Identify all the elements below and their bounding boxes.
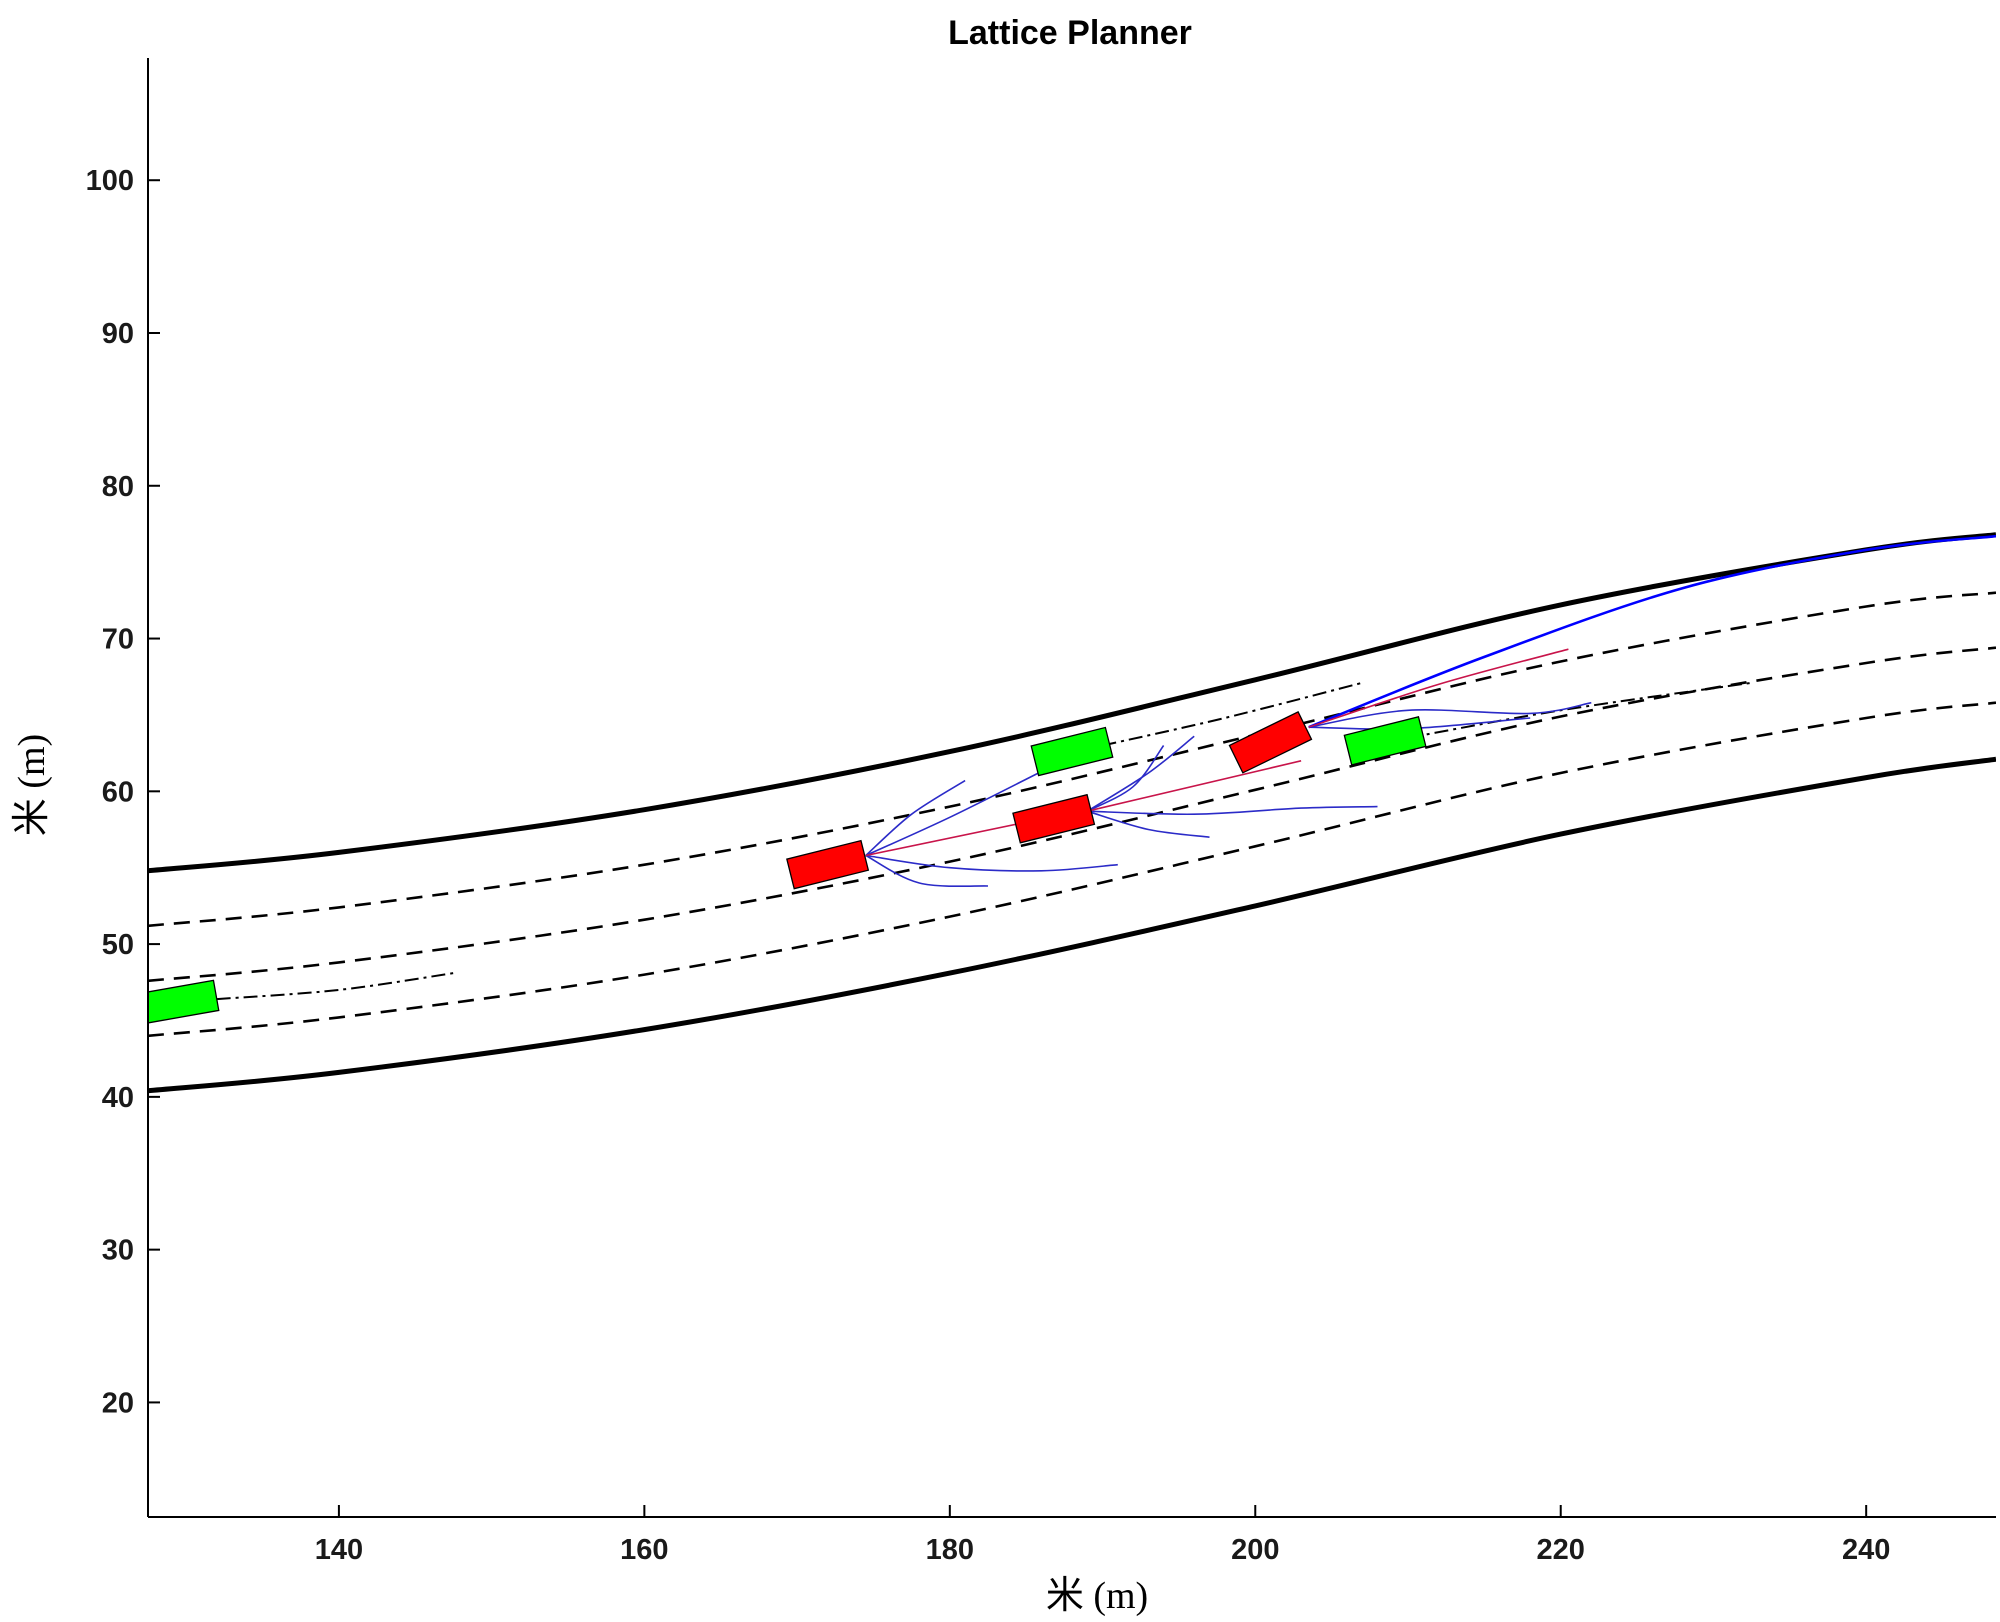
road-boundary-1 (148, 532, 1996, 874)
y-tick-label: 20 (102, 1387, 134, 1419)
candidate-trajectory-8 (1086, 745, 1165, 812)
candidate-trajectory-1 (865, 779, 966, 857)
obstacle-vehicle-3 (1343, 716, 1427, 766)
y-tick-label: 30 (102, 1235, 134, 1267)
candidate-trajectory-7 (1087, 810, 1210, 838)
candidate-trajectory-9 (1308, 701, 1592, 728)
plot-area (148, 532, 1996, 1094)
y-tick-label: 70 (102, 624, 134, 656)
candidate-trajectory-5 (1086, 735, 1195, 812)
road-boundary-2 (148, 756, 1996, 1094)
chart-title: Lattice Planner (948, 14, 1192, 52)
x-tick-label: 200 (1231, 1534, 1279, 1566)
selected-trajectory-2 (1087, 760, 1302, 812)
y-tick-label: 60 (102, 776, 134, 808)
ego-vehicle-2 (1012, 793, 1096, 844)
obstacle-vehicle-1 (148, 979, 220, 1025)
ego-vehicle-3 (1228, 711, 1313, 774)
predicted-path-1 (216, 972, 454, 1001)
x-axis-label: 米 (m) (1046, 1575, 1148, 1617)
candidate-trajectory-3 (865, 854, 1118, 872)
y-tick-label: 100 (86, 165, 134, 197)
candidate-trajectory-4 (865, 854, 989, 888)
ego-vehicle-1 (786, 839, 870, 890)
axes (147, 58, 1996, 1518)
candidate-trajectory-2 (865, 770, 1042, 857)
x-tick-label: 180 (926, 1534, 974, 1566)
y-tick-label: 90 (102, 318, 134, 350)
y-tick-label: 40 (102, 1082, 134, 1114)
y-axis-label: 米 (m) (11, 734, 53, 836)
y-tick-label: 80 (102, 471, 134, 503)
x-tick-label: 140 (315, 1534, 363, 1566)
x-tick-label: 160 (620, 1534, 668, 1566)
x-ticks: 140 160 180 200 220 240 (315, 1505, 1890, 1566)
x-tick-label: 240 (1842, 1534, 1890, 1566)
predicted-path-2 (1102, 681, 1363, 747)
x-tick-label: 220 (1537, 1534, 1585, 1566)
candidate-trajectory-6 (1087, 805, 1378, 816)
y-tick-label: 50 (102, 929, 134, 961)
lane-line-1 (148, 591, 1996, 928)
plot-layer (148, 532, 1996, 1094)
lane-line-3 (148, 701, 1996, 1038)
y-ticks: 20 30 40 50 60 70 80 90 100 (86, 165, 160, 1419)
final-trajectory (1308, 534, 1996, 729)
selected-trajectory-3 (1308, 648, 1569, 728)
obstacle-vehicle-2 (1030, 726, 1114, 777)
lane-line-2 (148, 646, 1996, 983)
